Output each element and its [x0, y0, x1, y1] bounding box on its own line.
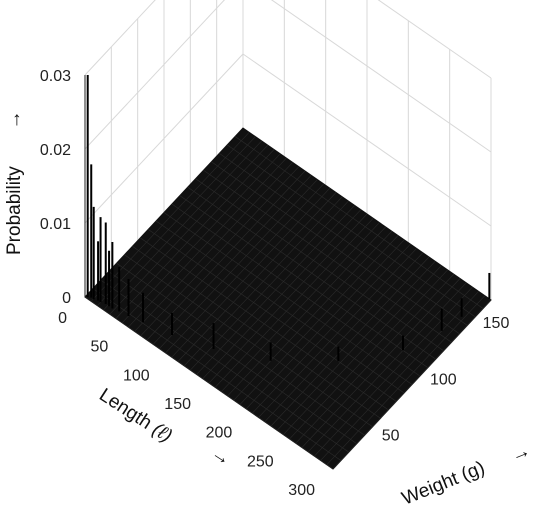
- x-tick-label: 0: [58, 310, 67, 327]
- z-tick-label: 0.02: [40, 142, 71, 159]
- mesh-line: [116, 262, 365, 436]
- z-tick-label: 0.03: [40, 68, 71, 85]
- mesh-line: [211, 161, 460, 335]
- mesh-line: [195, 178, 444, 351]
- mesh-line: [163, 212, 413, 385]
- y-tick-label: 100: [430, 371, 457, 388]
- tick-labels: 0 50 100 150 200 250 300 50 100 150 0 0.01 0.02 0.03: [40, 68, 510, 499]
- probability-surface: [84, 127, 492, 470]
- mesh-line: [227, 144, 476, 318]
- x-axis-label: Length (ℓ): [95, 385, 175, 447]
- x-axis-label-text: Length: [95, 385, 155, 434]
- probability-spikes: [86, 75, 491, 362]
- grid-lines: [84, 0, 492, 301]
- y-tick-label: 50: [382, 428, 400, 445]
- mesh-line: [92, 288, 342, 461]
- mesh-line: [132, 246, 381, 419]
- x-tick-label: 200: [206, 425, 233, 442]
- z-axis-label: Probability: [4, 166, 25, 255]
- mesh-line: [219, 153, 468, 326]
- mesh-line: [171, 203, 421, 377]
- mesh-line: [179, 195, 428, 368]
- grid-line: [84, 0, 225, 150]
- mesh-line: [234, 136, 484, 309]
- y-axis-line: [332, 299, 492, 470]
- z-tick-label: 0: [62, 290, 71, 307]
- mesh-line: [203, 170, 452, 343]
- axes: [84, 75, 492, 470]
- x-tick-label: 300: [288, 482, 315, 499]
- z-tick-label: 0.01: [40, 216, 71, 233]
- mesh-line: [140, 237, 389, 411]
- x-tick-label: 100: [123, 367, 150, 384]
- x-tick-label: 150: [164, 396, 191, 413]
- mesh-line: [124, 254, 373, 427]
- y-axis-label: Weight (g): [399, 457, 488, 509]
- mesh-line: [148, 229, 397, 402]
- grid-line: [84, 53, 244, 224]
- y-axis-arrow: →: [508, 440, 533, 467]
- x-axis-arrow: →: [207, 443, 234, 471]
- mesh-line: [187, 186, 436, 360]
- x-tick-label: 250: [247, 453, 274, 470]
- z-axis-arrow: →: [4, 111, 25, 130]
- mesh-line: [155, 220, 405, 394]
- x-axis-line: [84, 296, 334, 470]
- x-axis-label-symbol: (ℓ): [148, 419, 175, 447]
- grid-line: [84, 0, 156, 76]
- x-tick-label: 50: [91, 339, 109, 356]
- mesh-line: [108, 271, 357, 444]
- y-tick-label: 150: [483, 315, 510, 332]
